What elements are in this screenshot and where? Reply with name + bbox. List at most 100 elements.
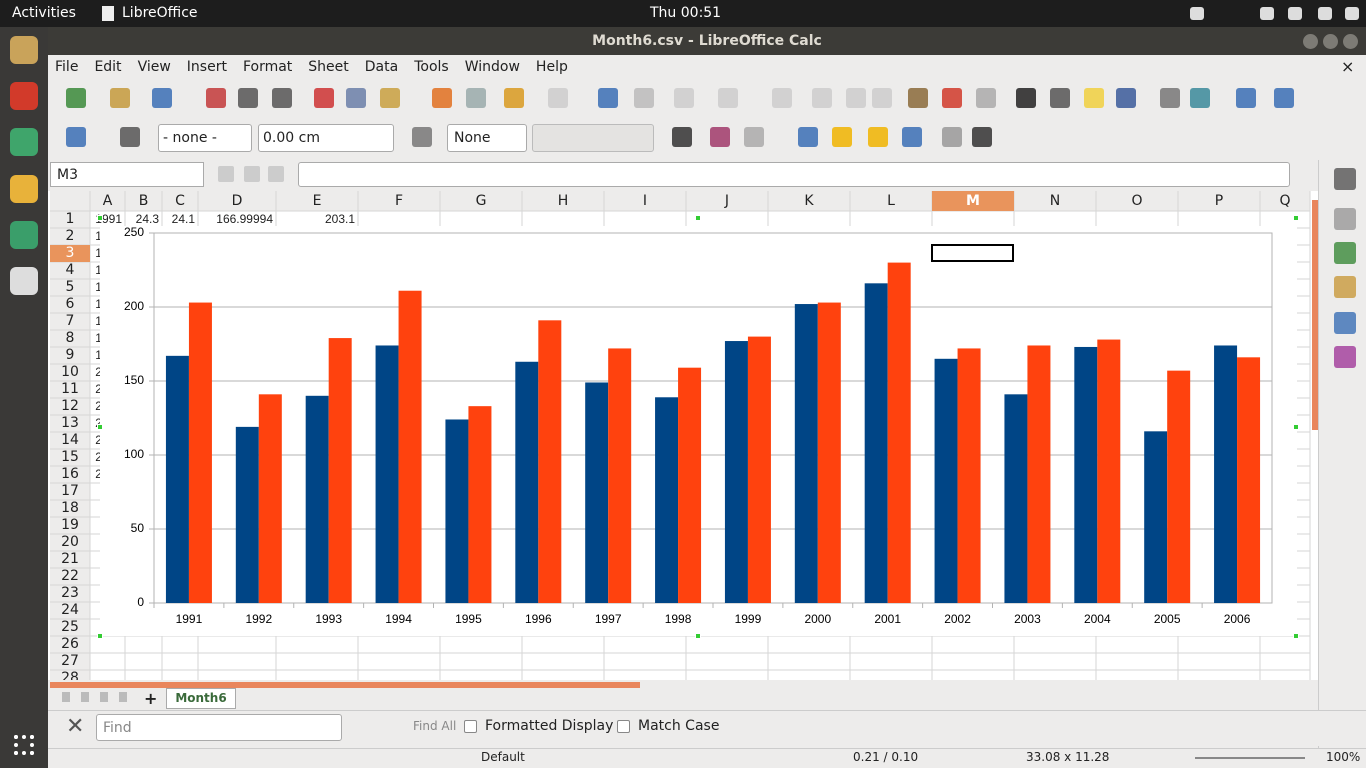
toolbar-icon[interactable] [812, 88, 832, 108]
toolbar-icon[interactable] [1274, 88, 1294, 108]
formula-icon[interactable] [218, 166, 234, 182]
selection-handle[interactable] [695, 215, 701, 221]
row-header[interactable]: 10 [61, 364, 79, 380]
toolbar-icon[interactable] [598, 88, 618, 108]
toolbar-icon[interactable] [872, 88, 892, 108]
row-header[interactable]: 5 [65, 279, 75, 295]
clock[interactable]: Thu 00:51 [650, 5, 722, 21]
row-header[interactable]: 27 [61, 653, 79, 669]
selection-handle[interactable] [695, 633, 701, 639]
row-header[interactable]: 20 [61, 534, 79, 550]
menu-item[interactable]: Sheet [308, 59, 349, 75]
menu-item[interactable]: Window [464, 59, 520, 75]
v-scrollbar[interactable] [1312, 200, 1318, 430]
formula-icon[interactable] [244, 166, 260, 182]
dock-icon[interactable] [10, 175, 38, 203]
match-case[interactable]: Match Case [638, 718, 720, 734]
toolbar-icon[interactable] [152, 88, 172, 108]
row-header[interactable]: 23 [61, 585, 79, 601]
column-header[interactable]: F [394, 193, 404, 209]
row-header[interactable]: 26 [61, 636, 79, 652]
area-style[interactable]: None [447, 124, 527, 152]
toolbar-icon[interactable] [798, 127, 818, 147]
row-header[interactable]: 3 [65, 245, 75, 261]
column-header[interactable]: H [557, 193, 569, 209]
toolbar-icon[interactable] [710, 127, 730, 147]
toolbar-icon[interactable] [314, 88, 334, 108]
row-header[interactable]: 9 [65, 347, 75, 363]
row-header[interactable]: 8 [65, 330, 75, 346]
toolbar-icon[interactable] [674, 88, 694, 108]
apps-grid[interactable] [14, 735, 34, 755]
toolbar-icon[interactable] [548, 88, 568, 108]
selection-handle[interactable] [1293, 633, 1299, 639]
column-header[interactable]: O [1131, 193, 1143, 209]
menu-item[interactable]: Tools [414, 59, 449, 75]
column-header[interactable]: A [102, 193, 113, 209]
row-header[interactable]: 21 [61, 551, 79, 567]
toolbar-icon[interactable] [868, 127, 888, 147]
close-doc[interactable]: × [1341, 57, 1355, 76]
toolbar-icon[interactable] [976, 88, 996, 108]
add-sheet[interactable]: + [144, 689, 158, 708]
toolbar-icon[interactable] [238, 88, 258, 108]
formatted-display[interactable]: Formatted Display [485, 718, 614, 734]
zoom-slider[interactable] [1195, 757, 1305, 759]
toolbar-icon[interactable] [942, 127, 962, 147]
selection-handle[interactable] [97, 424, 103, 430]
column-header[interactable]: M [966, 193, 980, 209]
tray-icon[interactable] [1318, 7, 1332, 20]
row-header[interactable]: 4 [65, 262, 75, 278]
toolbar-icon[interactable] [942, 88, 962, 108]
toolbar-icon[interactable] [504, 88, 524, 108]
sidebar-icon[interactable] [1334, 312, 1356, 334]
formula-input[interactable] [298, 162, 1290, 187]
toolbar-icon[interactable] [66, 127, 86, 147]
menu-item[interactable]: Data [364, 59, 399, 75]
formula-icon[interactable] [268, 166, 284, 182]
chart[interactable]: 0 50 100 150 200 250 1991 1992 1993 1994 1995 1996 1… [100, 226, 1297, 636]
column-header[interactable]: G [475, 193, 487, 209]
toolbar-icon[interactable] [744, 127, 764, 147]
toolbar-icon[interactable] [1116, 88, 1136, 108]
column-header[interactable]: B [138, 193, 149, 209]
sidebar-icon[interactable] [1334, 276, 1356, 298]
column-header[interactable]: J [724, 193, 730, 209]
selection-handle[interactable] [97, 633, 103, 639]
toolbar-icon[interactable] [1016, 88, 1036, 108]
app-menu[interactable]: LibreOffice [122, 5, 198, 21]
sidebar-icon[interactable] [1334, 242, 1356, 264]
toolbar-icon[interactable] [432, 88, 452, 108]
tray-icon[interactable] [1288, 7, 1302, 20]
menu-item[interactable]: Edit [94, 59, 122, 75]
sidebar-icon[interactable] [1334, 208, 1356, 230]
column-header[interactable]: E [312, 193, 322, 209]
selection-handle[interactable] [97, 215, 103, 221]
row-header[interactable]: 24 [61, 602, 79, 618]
tray-icon[interactable] [1190, 7, 1204, 20]
window-button[interactable] [1323, 34, 1338, 49]
toolbar-icon[interactable] [672, 127, 692, 147]
row-header[interactable]: 12 [61, 398, 79, 414]
row-header[interactable]: 13 [61, 415, 79, 431]
toolbar-icon[interactable] [206, 88, 226, 108]
dock-icon[interactable] [10, 82, 38, 110]
menu-item[interactable]: Help [535, 59, 568, 75]
tab-nav[interactable] [119, 692, 127, 702]
row-header[interactable]: 17 [61, 483, 79, 499]
row-header[interactable]: 15 [61, 449, 79, 465]
menu-item[interactable]: Format [242, 59, 293, 75]
find-all[interactable]: Find All [413, 719, 457, 733]
toolbar-icon[interactable] [772, 88, 792, 108]
row-header[interactable]: 2 [65, 228, 75, 244]
toolbar-icon[interactable] [380, 88, 400, 108]
menu-item[interactable]: View [137, 59, 171, 75]
toolbar-icon[interactable] [634, 88, 654, 108]
menu-item[interactable]: File [55, 59, 79, 75]
toolbar-icon[interactable] [66, 88, 86, 108]
row-header[interactable]: 7 [65, 313, 75, 329]
tray-icon[interactable] [1345, 7, 1359, 20]
toolbar-icon[interactable] [1190, 88, 1210, 108]
activities[interactable]: Activities [12, 5, 76, 21]
tab-nav[interactable] [100, 692, 108, 702]
